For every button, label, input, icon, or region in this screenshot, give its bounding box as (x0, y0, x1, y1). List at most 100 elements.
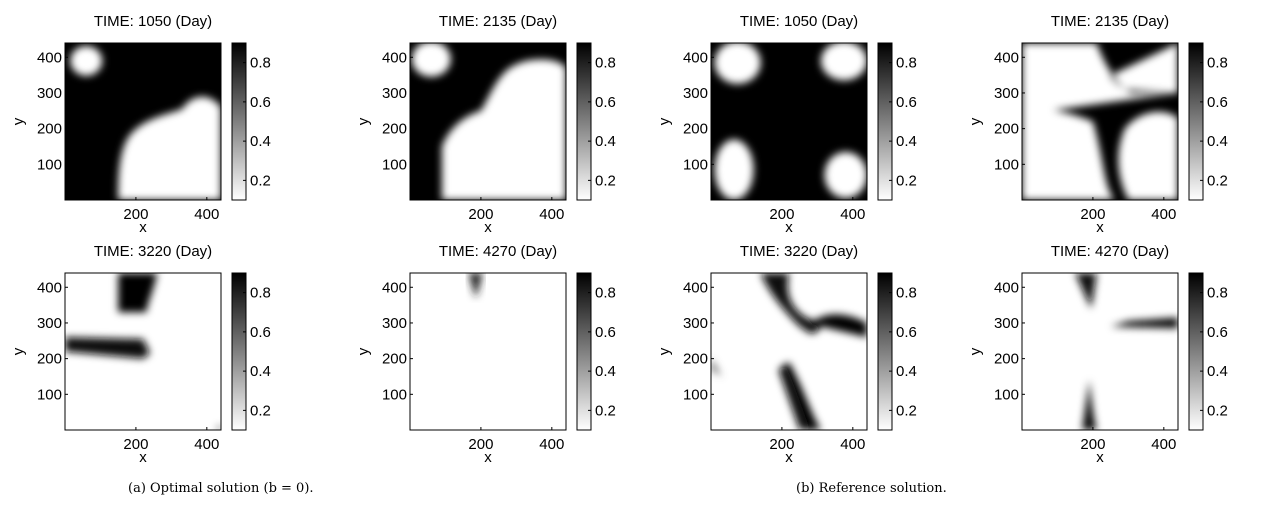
x-tick-label: 200 (1080, 436, 1105, 453)
y-tick-label: 200 (37, 121, 62, 138)
x-tick-label: 400 (539, 436, 564, 453)
x-axis-label: x (1096, 449, 1104, 466)
heatmap-region-1 (760, 273, 821, 334)
x-axis-label: x (484, 219, 492, 236)
heatmap-panel-2: TIME: 2135 (Day) 200 400 x 100 200 300 400 y 0.2 0… (355, 8, 663, 243)
colorbar (877, 42, 893, 201)
x-axis-label: x (484, 449, 492, 466)
heatmap-region-1 (1075, 273, 1097, 309)
y-tick-label: 100 (382, 386, 407, 403)
colorbar-tick-label: 0.8 (896, 285, 917, 302)
y-tick-label: 200 (382, 121, 407, 138)
y-tick-label: 200 (683, 121, 708, 138)
y-tick-label: 400 (994, 49, 1019, 66)
y-tick-label: 300 (683, 315, 708, 332)
y-tick-label: 400 (37, 279, 62, 296)
colorbar-tick-label: 0.8 (250, 55, 271, 72)
colorbar-tick-label: 0.8 (595, 285, 616, 302)
x-tick-label: 400 (840, 436, 865, 453)
colorbar (576, 42, 592, 201)
y-axis-label: y (355, 347, 372, 355)
y-tick-label: 300 (382, 85, 407, 102)
y-axis-label: y (967, 347, 984, 355)
colorbar-tick-label: 0.8 (595, 55, 616, 72)
plot-frame (710, 272, 868, 431)
colorbar-tick-label: 0.4 (1207, 133, 1228, 150)
colorbar (231, 42, 247, 201)
x-tick-label: 200 (468, 206, 493, 223)
colorbar (231, 272, 247, 431)
colorbar-tick-label: 0.4 (1207, 363, 1228, 380)
y-tick-label: 100 (37, 386, 62, 403)
plot-frame (409, 272, 567, 431)
heatmap-svg: TIME: 4270 (Day) 200 400 x 100 200 300 400 y 0.2 0… (967, 243, 1228, 466)
y-axis-label: y (355, 117, 372, 125)
x-tick-label: 200 (123, 436, 148, 453)
heatmap-region-1 (468, 273, 483, 298)
heatmap-region-2 (806, 314, 867, 338)
heatmap-field (1022, 273, 1178, 430)
heatmap-svg: TIME: 3220 (Day) 200 400 x 100 200 300 400 y 0.2 0… (656, 243, 917, 466)
y-tick-label: 300 (994, 85, 1019, 102)
y-axis-label: y (656, 117, 673, 125)
y-tick-label: 400 (382, 49, 407, 66)
y-tick-label: 100 (683, 156, 708, 173)
heatmap-panel-7: TIME: 3220 (Day) 200 400 x 100 200 300 400 y 0.2 0… (656, 238, 964, 473)
heatmap-svg: TIME: 2135 (Day) 200 400 x 100 200 300 400 y 0.2 0… (355, 13, 616, 236)
heatmap-panel-1: TIME: 1050 (Day) 200 400 x 100 200 300 400 y 0.2 0… (10, 8, 318, 243)
heatmap-panel-6: TIME: 4270 (Day) 200 400 x 100 200 300 400 y 0.2 0… (355, 238, 663, 473)
heatmap-region-2 (1110, 317, 1178, 329)
heatmap-panel-3: TIME: 1050 (Day) 200 400 x 100 200 300 400 y 0.2 0… (656, 8, 964, 243)
y-tick-label: 100 (994, 156, 1019, 173)
x-axis-label: x (785, 449, 793, 466)
heatmap-region-2 (118, 96, 221, 200)
heatmap-region-2 (1022, 107, 1115, 200)
panel-title: TIME: 4270 (Day) (1051, 243, 1169, 260)
caption-a: (a) Optimal solution (b = 0). (128, 481, 314, 496)
heatmap-background (410, 273, 566, 430)
x-axis-label: x (139, 449, 147, 466)
heatmap-region-4 (778, 365, 811, 430)
heatmap-svg: TIME: 4270 (Day) 200 400 x 100 200 300 400 y 0.2 0… (355, 243, 616, 466)
x-tick-label: 400 (539, 206, 564, 223)
colorbar-tick-label: 0.2 (896, 402, 917, 419)
heatmap-field (65, 273, 221, 430)
heatmap-region-3 (781, 362, 821, 430)
y-tick-label: 100 (382, 156, 407, 173)
plot-frame (409, 42, 567, 201)
panel-title: TIME: 2135 (Day) (1051, 13, 1169, 30)
heatmap-region-1 (714, 43, 761, 84)
colorbar-tick-label: 0.4 (595, 363, 616, 380)
heatmap-region-1 (118, 273, 158, 313)
x-tick-label: 200 (769, 206, 794, 223)
y-tick-label: 400 (382, 279, 407, 296)
y-tick-label: 400 (37, 49, 62, 66)
y-tick-label: 100 (994, 386, 1019, 403)
heatmap-region-1 (70, 45, 103, 76)
panel-title: TIME: 4270 (Day) (439, 243, 557, 260)
heatmap-svg: TIME: 2135 (Day) 200 400 x 100 200 300 400 y 0.2 0… (967, 13, 1228, 236)
x-tick-label: 400 (194, 436, 219, 453)
y-axis-label: y (967, 117, 984, 125)
panel-title: TIME: 1050 (Day) (740, 13, 858, 30)
colorbar-tick-label: 0.8 (1207, 55, 1228, 72)
colorbar (1188, 272, 1204, 431)
y-tick-label: 100 (37, 156, 62, 173)
x-tick-label: 200 (769, 436, 794, 453)
heatmap-region-3 (1022, 43, 1178, 118)
heatmap-field (711, 273, 867, 430)
plot-frame (64, 42, 222, 201)
y-tick-label: 300 (37, 315, 62, 332)
heatmap-region-2 (441, 59, 566, 200)
y-tick-label: 300 (37, 85, 62, 102)
y-tick-label: 300 (994, 315, 1019, 332)
plot-frame (64, 272, 222, 431)
colorbar-tick-label: 0.6 (1207, 94, 1228, 111)
colorbar-tick-label: 0.2 (250, 172, 271, 189)
colorbar-tick-label: 0.2 (595, 172, 616, 189)
heatmap-field (711, 43, 867, 200)
plot-frame (710, 42, 868, 201)
y-axis-label: y (10, 117, 27, 125)
colorbar-tick-label: 0.6 (250, 94, 271, 111)
colorbar (576, 272, 592, 431)
